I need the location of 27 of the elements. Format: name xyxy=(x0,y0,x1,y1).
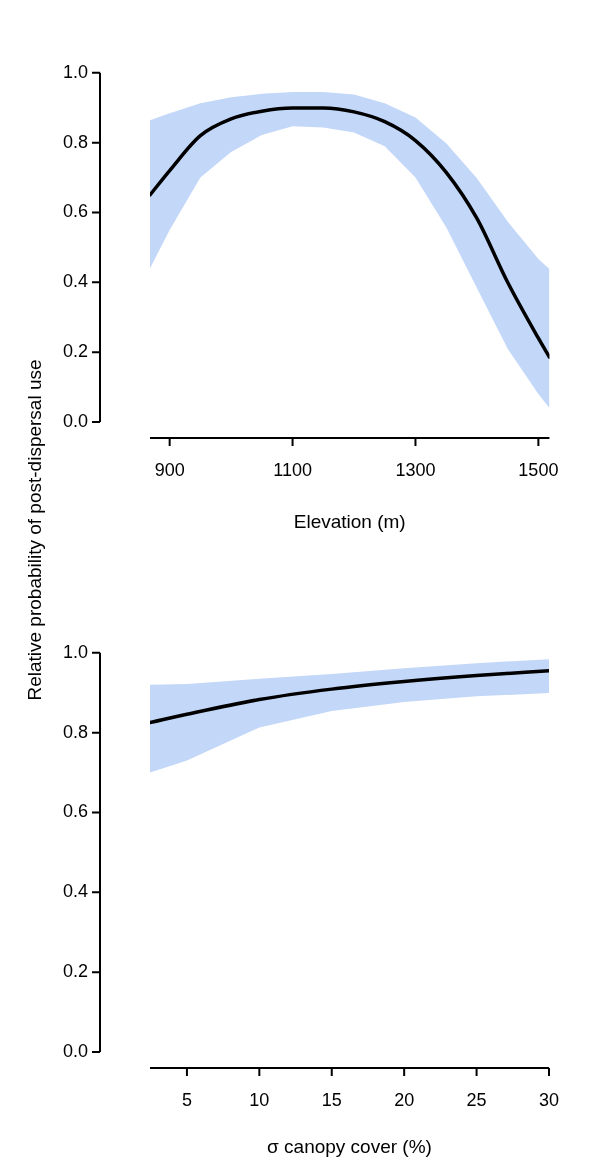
x-tick-label: 5 xyxy=(181,1089,192,1110)
x-tick-label: 1500 xyxy=(518,459,559,480)
x-tick-label: 30 xyxy=(538,1089,559,1110)
line-series xyxy=(150,669,549,725)
x-axis-title: σ canopy cover (%) xyxy=(267,1135,432,1157)
y-tick-label: 0.0 xyxy=(62,410,88,431)
y-tick-label: 0.6 xyxy=(62,801,88,822)
y-tick-label: 0.8 xyxy=(62,721,88,742)
y-tick-label: 0.6 xyxy=(62,201,88,222)
x-tick-label: 1100 xyxy=(273,459,312,480)
y-tick-label: 1.0 xyxy=(62,641,88,662)
y-tick-label: 0.0 xyxy=(62,1040,88,1061)
x-tick-label: 900 xyxy=(154,459,185,480)
y-tick-label: 1.0 xyxy=(62,61,88,82)
y-tick-label: 0.4 xyxy=(62,881,88,902)
y-axis-title: Relative probability of post-dispersal use xyxy=(24,359,46,701)
y-tick-label: 0.2 xyxy=(62,961,88,982)
y-tick-label: 0.2 xyxy=(62,341,88,362)
x-tick-label: 10 xyxy=(249,1089,270,1110)
y-tick-label: 0.4 xyxy=(62,271,88,292)
x-tick-label: 15 xyxy=(321,1089,342,1110)
x-tick-label: 20 xyxy=(394,1089,415,1110)
x-tick-label: 1300 xyxy=(395,459,436,480)
x-axis-title: Elevation (m) xyxy=(293,510,406,532)
line-series xyxy=(150,106,550,359)
x-tick-label: 25 xyxy=(466,1089,487,1110)
y-tick-label: 0.8 xyxy=(62,131,88,152)
